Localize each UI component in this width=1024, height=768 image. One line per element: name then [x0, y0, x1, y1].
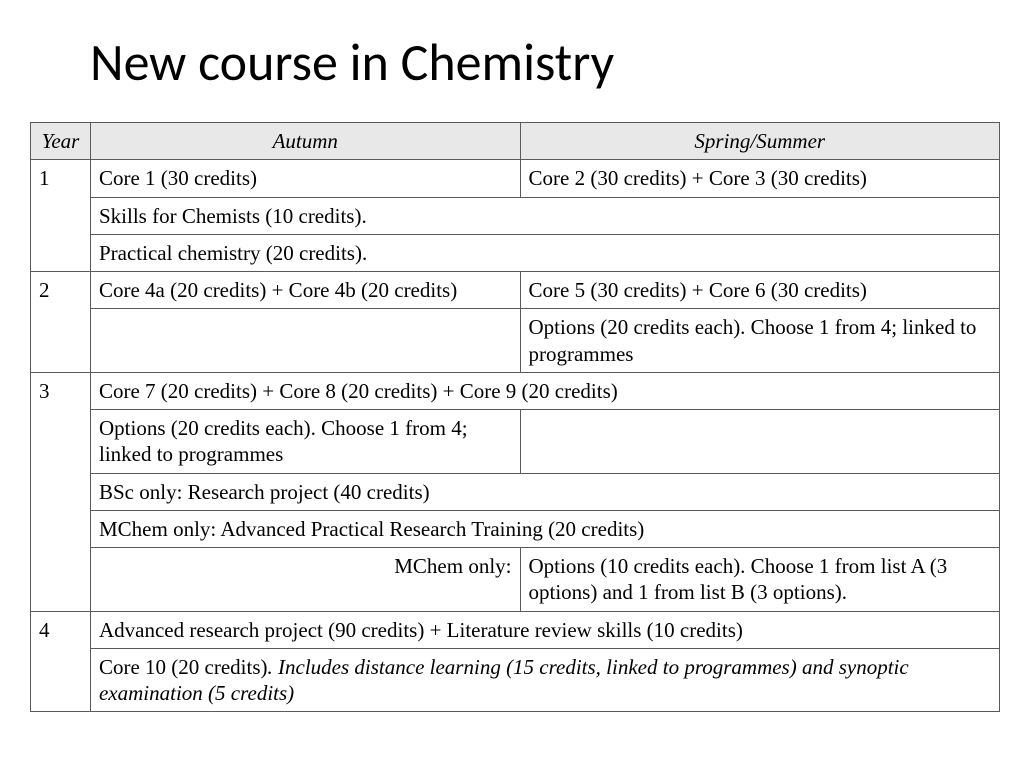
- cell: BSc only: Research project (40 credits): [90, 473, 999, 510]
- cell: Practical chemistry (20 credits).: [90, 234, 999, 271]
- col-header-spring: Spring/Summer: [520, 123, 1000, 160]
- cell: Skills for Chemists (10 credits).: [90, 197, 999, 234]
- cell: Core 5 (30 credits) + Core 6 (30 credits…: [520, 272, 1000, 309]
- table-header-row: Year Autumn Spring/Summer: [31, 123, 1000, 160]
- cell: Options (20 credits each). Choose 1 from…: [90, 410, 520, 474]
- cell: MChem only: Advanced Practical Research …: [90, 510, 999, 547]
- cell: Core 2 (30 credits) + Core 3 (30 credits…: [520, 160, 1000, 197]
- text: Core 10 (20 credits): [99, 655, 268, 679]
- table-row: 3 Core 7 (20 credits) + Core 8 (20 credi…: [31, 372, 1000, 409]
- year-cell: 4: [31, 611, 91, 712]
- cell: MChem only:: [90, 548, 520, 612]
- table-row: MChem only: Advanced Practical Research …: [31, 510, 1000, 547]
- col-header-year: Year: [31, 123, 91, 160]
- course-table: Year Autumn Spring/Summer 1 Core 1 (30 c…: [30, 122, 1000, 712]
- cell: Core 7 (20 credits) + Core 8 (20 credits…: [90, 372, 999, 409]
- table-row: Skills for Chemists (10 credits).: [31, 197, 1000, 234]
- cell: Advanced research project (90 credits) +…: [90, 611, 999, 648]
- cell: Core 1 (30 credits): [90, 160, 520, 197]
- table-row: Core 10 (20 credits). Includes distance …: [31, 648, 1000, 712]
- table-row: Practical chemistry (20 credits).: [31, 234, 1000, 271]
- cell: Core 10 (20 credits). Includes distance …: [90, 648, 999, 712]
- table-row: 4 Advanced research project (90 credits)…: [31, 611, 1000, 648]
- table-row: 2 Core 4a (20 credits) + Core 4b (20 cre…: [31, 272, 1000, 309]
- year-cell: 2: [31, 272, 91, 373]
- year-cell: 1: [31, 160, 91, 272]
- cell: Options (20 credits each). Choose 1 from…: [520, 309, 1000, 373]
- table-row: Options (20 credits each). Choose 1 from…: [31, 410, 1000, 474]
- cell: Options (10 credits each). Choose 1 from…: [520, 548, 1000, 612]
- table-row: 1 Core 1 (30 credits) Core 2 (30 credits…: [31, 160, 1000, 197]
- cell: [520, 410, 1000, 474]
- table-row: MChem only: Options (10 credits each). C…: [31, 548, 1000, 612]
- cell: [90, 309, 520, 373]
- year-cell: 3: [31, 372, 91, 611]
- table-row: BSc only: Research project (40 credits): [31, 473, 1000, 510]
- table-row: Options (20 credits each). Choose 1 from…: [31, 309, 1000, 373]
- cell: Core 4a (20 credits) + Core 4b (20 credi…: [90, 272, 520, 309]
- page-title: New course in Chemistry: [90, 30, 994, 94]
- col-header-autumn: Autumn: [90, 123, 520, 160]
